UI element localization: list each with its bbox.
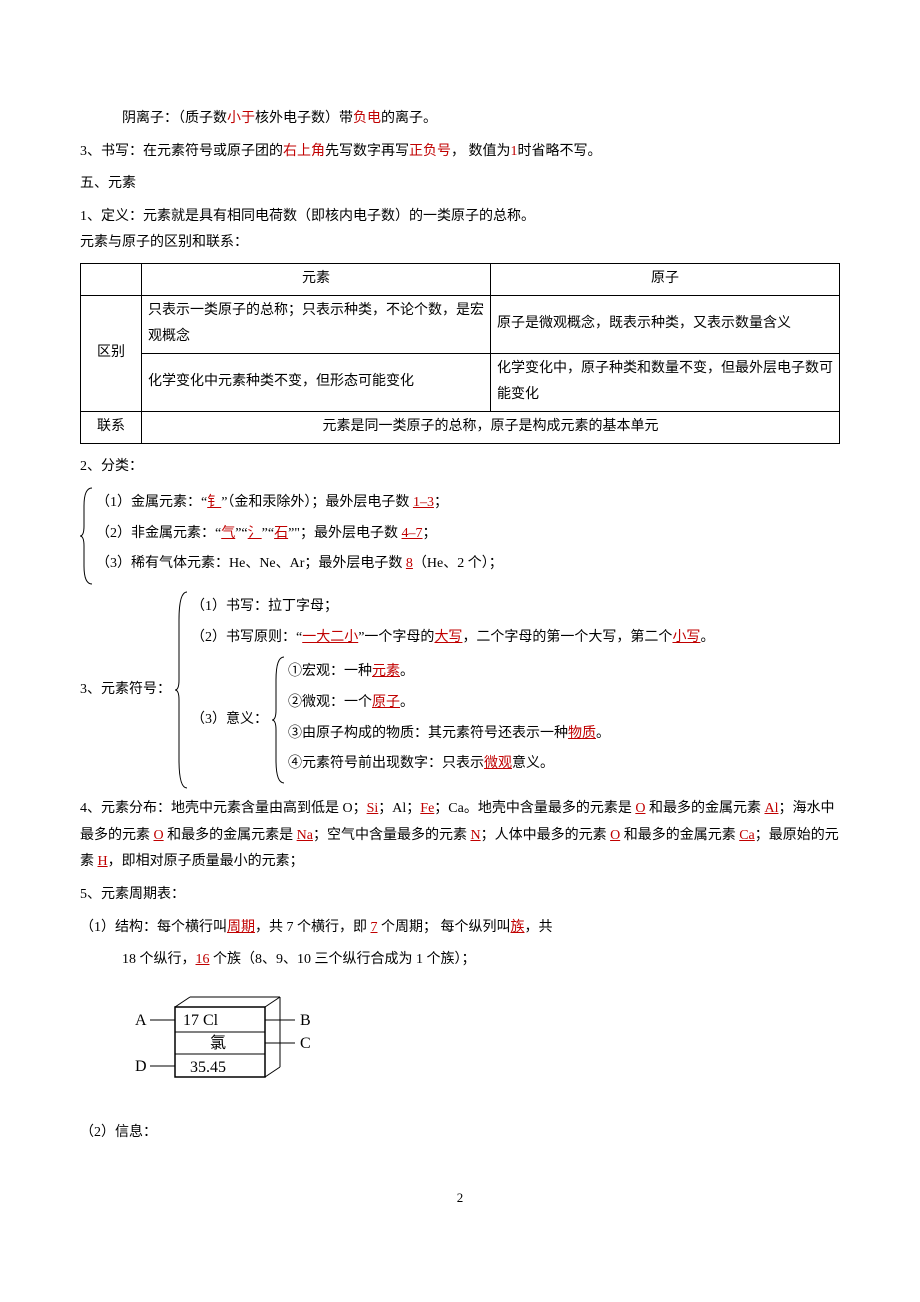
highlight: 负电 — [353, 111, 381, 126]
section-5-pt-heading: 5、元素周期表： — [80, 882, 840, 909]
text: 3、书写：在元素符号或原子团的 — [80, 144, 283, 159]
cls-metal: （1）金属元素：“钅”（金和汞除外）；最外层电子数 1–3； — [96, 490, 840, 517]
sym-rule: （2）书写原则：“一大二小”一个字母的大写，二个字母的第一个大写，第二个小写。 — [191, 625, 840, 652]
highlight: 右上角 — [283, 144, 325, 159]
highlight: 正负号 — [409, 144, 451, 159]
element-atom-table: 元素 原子 区别 只表示一类原子的总称；只表示种类，不论个数，是宏观概念 原子是… — [80, 263, 840, 444]
table-rowlabel-link: 联系 — [81, 411, 142, 443]
page-number: 2 — [80, 1186, 840, 1211]
text: 时省略不写。 — [518, 144, 602, 159]
label-B: B — [300, 1012, 311, 1029]
section-5-heading: 五、元素 — [80, 171, 840, 198]
section-3-label: 3、元素符号： — [80, 590, 175, 790]
text: ， 数值为 — [451, 144, 511, 159]
meaning-3: ③由原子构成的物质：其元素符号还表示一种物质。 — [288, 721, 840, 748]
table-header-blank — [81, 263, 142, 295]
cell-bot: 35.45 — [190, 1059, 226, 1076]
brace-icon — [175, 590, 191, 790]
table-header-element: 元素 — [142, 263, 491, 295]
table-cell: 只表示一类原子的总称；只表示种类，不论个数，是宏观概念 — [142, 295, 491, 353]
cls-noble: （3）稀有气体元素：He、Ne、Ar；最外层电子数 8（He、2 个）； — [96, 551, 840, 578]
anion-line: 阴离子：（质子数小于核外电子数）带负电的离子。 — [80, 106, 840, 133]
table-header-atom: 原子 — [491, 263, 840, 295]
meaning-brace: （3）意义： ①宏观：一种元素。 ②微观：一个原子。 ③由原子构成的物质：其元素… — [191, 655, 840, 785]
meaning-2: ②微观：一个原子。 — [288, 690, 840, 717]
label-C: C — [300, 1035, 311, 1052]
text: 先写数字再写 — [325, 144, 409, 159]
sym-writing: （1）书写：拉丁字母； — [191, 594, 840, 621]
table-cell: 原子是微观概念，既表示种类，又表示数量含义 — [491, 295, 840, 353]
definition-line: 1、定义：元素就是具有相同电荷数（即核内电子数）的一类原子的总称。 — [80, 204, 840, 231]
section-2-heading: 2、分类： — [80, 454, 840, 481]
table-caption: 元素与原子的区别和联系： — [80, 230, 840, 257]
cls-nonmetal: （2）非金属元素：“气”“氵”“石”"；最外层电子数 4–7； — [96, 521, 840, 548]
element-box-diagram: A B C D 17 Cl 氯 35.45 — [120, 992, 380, 1102]
table-rowlabel-diff: 区别 — [81, 295, 142, 411]
classification-brace: （1）金属元素：“钅”（金和汞除外）；最外层电子数 1–3； （2）非金属元素：… — [80, 486, 840, 586]
meaning-4: ④元素符号前出现数字：只表示微观意义。 — [288, 751, 840, 778]
table-cell: 化学变化中元素种类不变，但形态可能变化 — [142, 353, 491, 411]
text: 阴离子：（质子数 — [122, 111, 227, 126]
brace-icon — [80, 486, 96, 586]
highlight: 小于 — [227, 111, 255, 126]
pt-structure-line2: 18 个纵行，16 个族（8、9、10 三个纵行合成为 1 个族）； — [80, 947, 840, 974]
text: 的离子。 — [381, 111, 437, 126]
meaning-1: ①宏观：一种元素。 — [288, 659, 840, 686]
pt-structure-line1: （1）结构：每个横行叫周期，共 7 个横行，即 7 个周期； 每个纵列叫族，共 — [80, 915, 840, 942]
symbol-brace: 3、元素符号： （1）书写：拉丁字母； （2）书写原则：“一大二小”一个字母的大… — [80, 590, 840, 790]
writing-line: 3、书写：在元素符号或原子团的右上角先写数字再写正负号， 数值为1时省略不写。 — [80, 139, 840, 166]
distribution-paragraph: 4、元素分布：地壳中元素含量由高到低是 O；Si；Al；Fe；Ca。地壳中含量最… — [80, 796, 840, 876]
meaning-label: （3）意义： — [191, 655, 272, 785]
diagram-svg: A B C D 17 Cl 氯 35.45 — [120, 992, 380, 1102]
brace-icon — [272, 655, 288, 785]
text: 核外电子数）带 — [255, 111, 353, 126]
cell-mid: 氯 — [210, 1034, 226, 1052]
label-D: D — [135, 1058, 147, 1075]
cell-top: 17 Cl — [183, 1012, 219, 1029]
table-cell: 化学变化中，原子种类和数量不变，但最外层电子数可能变化 — [491, 353, 840, 411]
label-A: A — [135, 1012, 147, 1029]
highlight: 1 — [511, 144, 518, 159]
table-cell: 元素是同一类原子的总称，原子是构成元素的基本单元 — [142, 411, 840, 443]
pt-info-heading: （2）信息： — [80, 1120, 840, 1147]
